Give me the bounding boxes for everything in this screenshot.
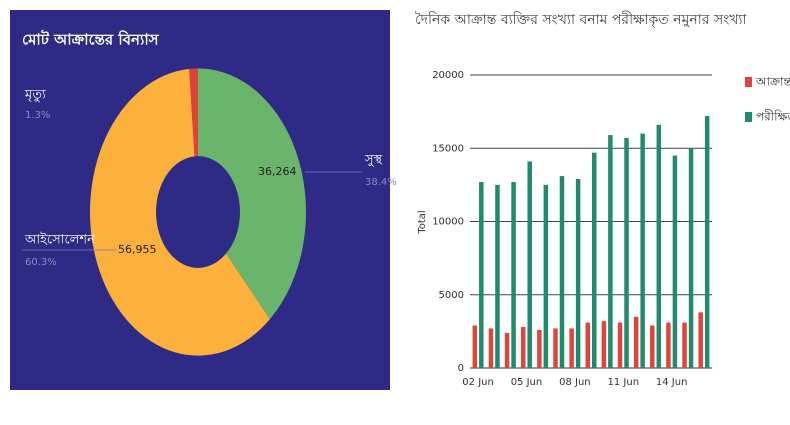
x-tick-label: 02 Jun bbox=[462, 377, 494, 388]
x-tick-label: 14 Jun bbox=[656, 377, 688, 388]
bar bbox=[608, 135, 613, 368]
bar bbox=[559, 176, 565, 368]
bar bbox=[527, 161, 532, 368]
bar-title: দৈনিক আক্রান্ত ব্যক্তির সংখ্যা বনাম পরীক… bbox=[415, 11, 747, 28]
bar bbox=[704, 116, 710, 369]
bar bbox=[472, 325, 478, 368]
slice-percent: 1.3% bbox=[25, 110, 50, 121]
bar bbox=[682, 322, 687, 368]
slice-name: আইসোলেশন bbox=[24, 232, 95, 248]
x-tick-label: 08 Jun bbox=[559, 377, 591, 388]
y-tick-label: 0 bbox=[458, 363, 464, 374]
bar bbox=[666, 322, 671, 368]
y-tick-label: 20000 bbox=[432, 70, 464, 81]
donut-slice bbox=[189, 68, 198, 157]
bar bbox=[575, 179, 581, 368]
bar bbox=[585, 322, 590, 368]
bar bbox=[650, 325, 655, 368]
bar bbox=[698, 312, 703, 368]
slice-value: 36,264 bbox=[258, 165, 297, 178]
bar bbox=[488, 328, 494, 368]
bar bbox=[617, 322, 623, 368]
bar bbox=[553, 328, 558, 368]
donut-title: মোট আক্রান্তের বিন্যাস bbox=[22, 30, 160, 49]
y-tick-label: 5000 bbox=[439, 290, 464, 301]
slice-percent: 60.3% bbox=[25, 257, 57, 268]
bar bbox=[504, 332, 510, 368]
bar bbox=[569, 328, 574, 368]
y-tick-label: 15000 bbox=[432, 143, 464, 154]
slice-name: মৃত্যু bbox=[24, 88, 46, 103]
slice-name: সুস্থ bbox=[364, 153, 383, 168]
bar bbox=[479, 181, 484, 368]
y-axis-label: Total bbox=[417, 210, 428, 234]
bar bbox=[672, 155, 678, 368]
y-tick-label: 10000 bbox=[432, 217, 464, 228]
donut-slice bbox=[89, 68, 270, 356]
x-tick-label: 11 Jun bbox=[608, 377, 640, 388]
legend-label: আক্রান্ত bbox=[755, 75, 790, 89]
bar bbox=[537, 329, 542, 368]
bar bbox=[640, 133, 645, 368]
bar bbox=[633, 316, 639, 368]
bar bbox=[495, 184, 500, 368]
legend-swatch bbox=[745, 112, 752, 122]
legend-label: পরীক্ষিত bbox=[756, 110, 790, 124]
donut-slice bbox=[198, 68, 306, 320]
bar bbox=[592, 152, 597, 368]
bar bbox=[624, 137, 629, 368]
bar bbox=[688, 148, 694, 368]
slice-value: 56,955 bbox=[118, 243, 157, 256]
legend-swatch bbox=[745, 77, 752, 87]
bar bbox=[520, 326, 526, 368]
bar bbox=[543, 184, 549, 368]
slice-percent: 38.4% bbox=[365, 177, 397, 188]
bar bbox=[601, 321, 607, 368]
donut bbox=[89, 68, 306, 356]
bar bbox=[656, 124, 662, 368]
bar bbox=[511, 181, 516, 368]
x-tick-label: 05 Jun bbox=[511, 377, 543, 388]
